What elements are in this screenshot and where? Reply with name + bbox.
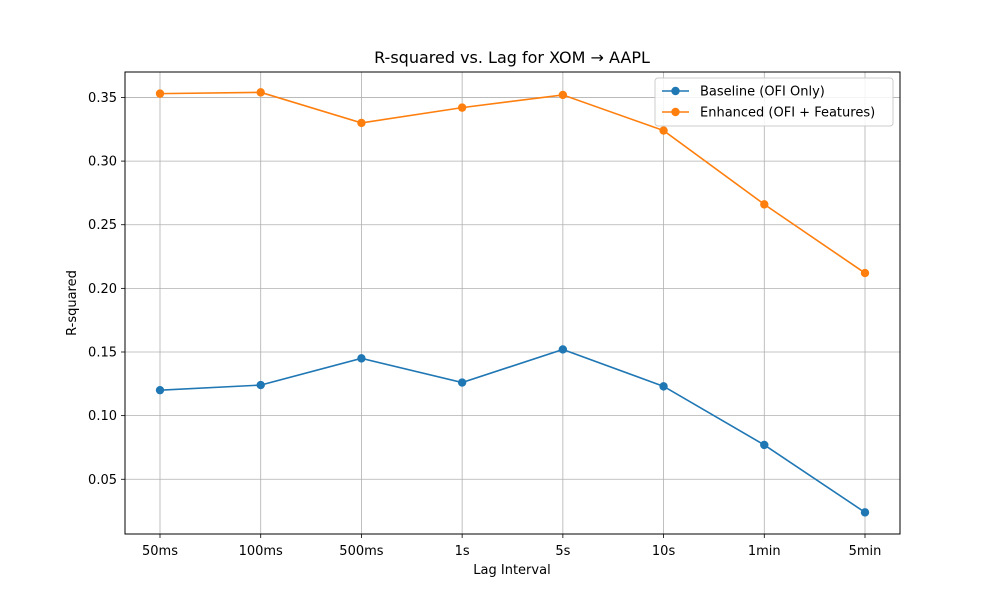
- plot-area: [125, 72, 900, 534]
- y-tick-label: 0.30: [88, 155, 117, 170]
- grid-lines: [125, 72, 900, 534]
- data-point: [860, 508, 870, 517]
- x-tick-label: 50ms: [142, 544, 178, 559]
- data-point: [558, 345, 568, 354]
- legend-item: Baseline (OFI Only): [662, 85, 825, 100]
- y-tick-label: 0.15: [88, 346, 117, 361]
- x-tick-label: 1min: [748, 544, 781, 559]
- data-point: [256, 380, 265, 390]
- data-point: [357, 354, 366, 363]
- data-point: [256, 88, 265, 97]
- y-tick-label: 0.10: [88, 409, 117, 424]
- x-tick-label: 10s: [652, 544, 676, 559]
- chart-title: R-squared vs. Lag for XOM → AAPL: [374, 48, 650, 67]
- data-point: [457, 378, 467, 387]
- legend-marker: [671, 107, 680, 117]
- data-point: [155, 385, 165, 395]
- series-line: [159, 348, 866, 514]
- x-axis-label: Lag Interval: [473, 563, 550, 578]
- legend-label: Enhanced (OFI + Features): [700, 106, 875, 121]
- x-tick-label: 5s: [555, 544, 570, 559]
- x-axis: 50ms 100ms 500ms 1s 5s 10s 1min 5min: [142, 534, 881, 559]
- plot-frame: [124, 71, 901, 535]
- x-tick-label: 500ms: [339, 544, 383, 559]
- series-line: [159, 91, 866, 274]
- x-tick-label: 5min: [849, 544, 882, 559]
- x-tick-label: 1s: [455, 544, 470, 559]
- legend-marker: [671, 86, 680, 96]
- data-point: [457, 103, 467, 112]
- data-point: [659, 126, 668, 135]
- data-point: [659, 382, 668, 391]
- data-point: [760, 440, 769, 450]
- series-1: [155, 345, 870, 517]
- legend: Baseline (OFI Only) Enhanced (OFI + Featu…: [654, 77, 894, 127]
- data-point: [860, 268, 870, 278]
- y-tick-label: 0.35: [88, 91, 117, 106]
- legend-label: Baseline (OFI Only): [700, 85, 825, 100]
- y-tick-label: 0.20: [88, 282, 117, 297]
- data-point: [558, 90, 568, 100]
- y-axis: 0.05 0.10 0.15 0.20 0.25 0.30 0.35: [88, 91, 125, 488]
- legend-item: Enhanced (OFI + Features): [662, 106, 875, 121]
- series-layer: [155, 88, 870, 517]
- y-axis-label: R-squared: [65, 270, 80, 336]
- data-point: [760, 200, 769, 209]
- y-tick-label: 0.05: [88, 473, 117, 488]
- series-2: [155, 88, 870, 278]
- y-tick-label: 0.25: [88, 218, 117, 233]
- data-point: [155, 89, 165, 98]
- legend-box: [654, 77, 894, 127]
- data-point: [357, 118, 366, 128]
- x-tick-label: 100ms: [239, 544, 283, 559]
